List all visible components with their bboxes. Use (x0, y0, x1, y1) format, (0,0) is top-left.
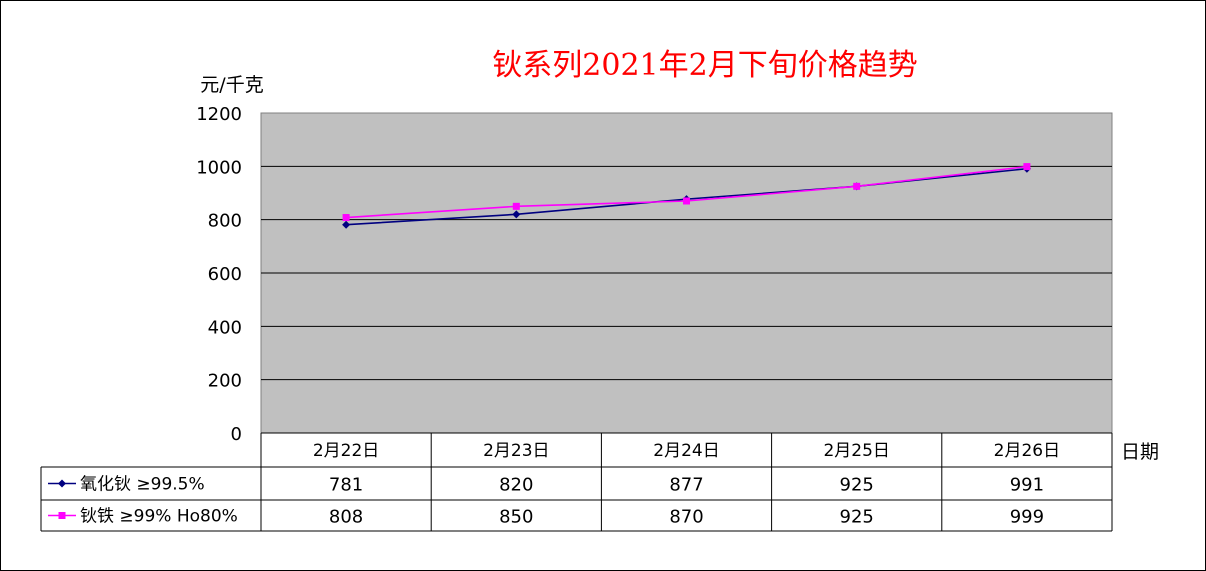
y-tick-label: 1000 (196, 157, 242, 178)
table-value: 925 (840, 507, 874, 528)
x-tick-label: 2月26日 (994, 441, 1060, 461)
x-tick-label: 2月25日 (823, 441, 889, 461)
chart-title: 钬系列2021年2月下旬价格趋势 (492, 48, 917, 83)
series-lines (342, 163, 1031, 229)
legend-entry: 钬铁 ≥99% Ho80% (80, 507, 238, 527)
data-point (342, 220, 351, 229)
data-point (342, 214, 350, 222)
y-tick-label: 0 (231, 424, 242, 445)
x-axis-label: 日期 (1121, 441, 1159, 463)
table-value: 870 (669, 507, 703, 528)
grid-lines (261, 165, 1112, 381)
data-point (512, 210, 521, 219)
data-point (853, 182, 861, 190)
legend-key-marker (58, 512, 66, 519)
table-value: 877 (669, 475, 703, 496)
data-point (683, 197, 690, 205)
y-tick-label: 200 (208, 371, 242, 392)
table-value: 999 (1010, 507, 1044, 528)
x-tick-label: 2月24日 (653, 441, 719, 461)
x-tick-label: 2月22日 (313, 441, 379, 461)
table-value: 925 (840, 475, 874, 496)
table-value: 820 (499, 475, 533, 496)
y-tick-label: 400 (208, 317, 242, 338)
table-value: 808 (329, 507, 363, 528)
y-tick-labels: 0 200 400 600 800 1000 1200 (196, 104, 242, 445)
table-value: 850 (499, 507, 533, 528)
y-axis-label: 元/千克 (200, 74, 263, 96)
y-tick-label: 800 (208, 211, 242, 232)
data-point (1023, 163, 1031, 171)
legend-key-marker (58, 479, 66, 488)
data-point (512, 202, 520, 210)
y-tick-label: 600 (208, 264, 242, 285)
table-value: 991 (1010, 475, 1044, 496)
x-tick-label: 2月23日 (483, 441, 549, 461)
legend-entry: 氧化钬 ≥99.5% (80, 475, 205, 495)
table-value: 781 (329, 475, 363, 496)
y-tick-label: 1200 (196, 104, 242, 125)
